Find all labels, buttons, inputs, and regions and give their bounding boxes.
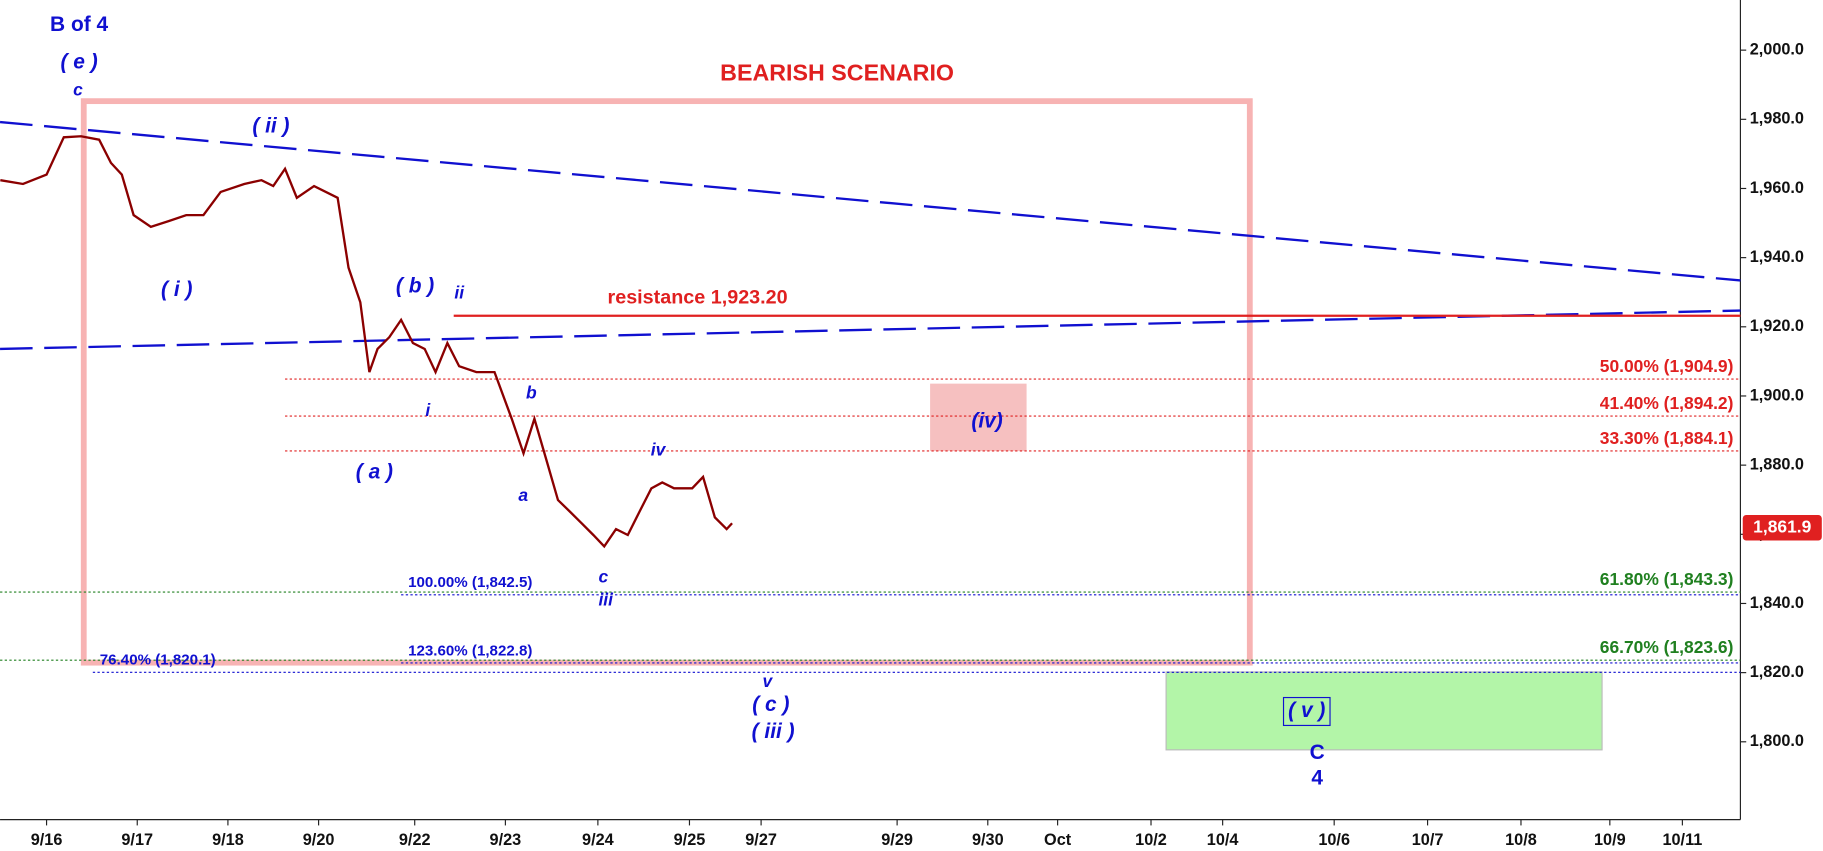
x-tick-label: 10/11 bbox=[1662, 831, 1702, 849]
x-tick-label: Oct bbox=[1044, 831, 1072, 849]
fib-label: 33.30% (1,884.1) bbox=[1600, 428, 1734, 448]
fib-label: 66.70% (1,823.6) bbox=[1600, 637, 1734, 657]
y-tick-label: 2,000.0 bbox=[1750, 40, 1804, 58]
y-tick-label: 1,980.0 bbox=[1750, 110, 1804, 128]
resistance-label: resistance 1,923.20 bbox=[608, 287, 788, 309]
y-tick-label: 1,900.0 bbox=[1750, 386, 1804, 404]
wave-label: C bbox=[1310, 741, 1325, 764]
x-tick-label: 9/30 bbox=[972, 831, 1004, 849]
wave-label: ii bbox=[454, 283, 465, 303]
x-tick-label: 9/25 bbox=[674, 831, 706, 849]
wave-label: i bbox=[425, 400, 431, 420]
y-tick-label: 1,920.0 bbox=[1750, 317, 1804, 335]
last-price-label: 1,861.9 bbox=[1753, 516, 1811, 536]
y-tick-label: 1,940.0 bbox=[1750, 248, 1804, 266]
wave-label: ( v ) bbox=[1288, 699, 1325, 722]
last-price-box bbox=[1742, 514, 1822, 541]
price-line bbox=[0, 135, 733, 549]
x-tick-label: 9/20 bbox=[303, 831, 335, 849]
wave-label: ( i ) bbox=[161, 278, 192, 301]
x-tick-label: 10/8 bbox=[1505, 831, 1537, 849]
x-tick-label: 9/16 bbox=[31, 831, 63, 849]
wave-label: v bbox=[762, 671, 773, 691]
wave-label: c bbox=[599, 566, 609, 586]
fib-label: 50.00% (1,904.9) bbox=[1600, 356, 1734, 376]
wave-v-frame bbox=[1282, 696, 1331, 727]
wave-label: ( iii ) bbox=[752, 720, 795, 743]
x-tick-label: 10/4 bbox=[1207, 831, 1239, 849]
x-tick-label: 9/18 bbox=[212, 831, 244, 849]
fib-label: 61.80% (1,843.3) bbox=[1600, 569, 1734, 589]
wave-iv-zone bbox=[930, 383, 1027, 452]
wave-label: a bbox=[518, 485, 528, 505]
wave-label: B of 4 bbox=[50, 13, 108, 36]
wave-label: ( c ) bbox=[752, 693, 789, 716]
x-tick-label: 9/27 bbox=[745, 831, 777, 849]
x-tick-label: 9/23 bbox=[490, 831, 522, 849]
x-tick-label: 10/7 bbox=[1412, 831, 1444, 849]
fib-label: 41.40% (1,894.2) bbox=[1600, 393, 1734, 413]
wave-label: ( e ) bbox=[61, 50, 98, 73]
x-tick-label: 9/22 bbox=[399, 831, 431, 849]
x-tick-label: 10/6 bbox=[1318, 831, 1350, 849]
fib-label: 123.60% (1,822.8) bbox=[408, 642, 532, 659]
wave-label: ( a ) bbox=[356, 461, 393, 484]
fib-label: 76.40% (1,820.1) bbox=[100, 652, 216, 669]
trendline bbox=[0, 309, 1741, 351]
wave-label: iii bbox=[598, 590, 614, 610]
wave-label: (iv) bbox=[971, 410, 1002, 433]
x-tick-label: 10/2 bbox=[1135, 831, 1167, 849]
wave-v-zone bbox=[1165, 671, 1603, 751]
fib-label: 100.00% (1,842.5) bbox=[408, 574, 532, 591]
wave-label: iv bbox=[651, 440, 667, 460]
x-tick-label: 10/9 bbox=[1594, 831, 1626, 849]
wave-label: b bbox=[526, 383, 537, 403]
wave-label: ( b ) bbox=[396, 275, 434, 298]
wave-label: c bbox=[73, 79, 83, 99]
trendline bbox=[0, 120, 1741, 282]
x-tick-label: 9/24 bbox=[582, 831, 614, 849]
x-tick-label: 9/29 bbox=[881, 831, 913, 849]
wave-label: ( ii ) bbox=[252, 114, 289, 137]
y-tick-label: 1,800.0 bbox=[1750, 732, 1804, 750]
y-tick-label: 1,840.0 bbox=[1750, 594, 1804, 612]
y-tick-label: 1,820.0 bbox=[1750, 663, 1804, 681]
chart-title: BEARISH SCENARIO bbox=[720, 60, 954, 86]
y-tick-label: 1,880.0 bbox=[1750, 455, 1804, 473]
x-tick-label: 9/17 bbox=[121, 831, 153, 849]
wave-label: 4 bbox=[1311, 766, 1323, 789]
y-tick-label: 1,960.0 bbox=[1750, 179, 1804, 197]
